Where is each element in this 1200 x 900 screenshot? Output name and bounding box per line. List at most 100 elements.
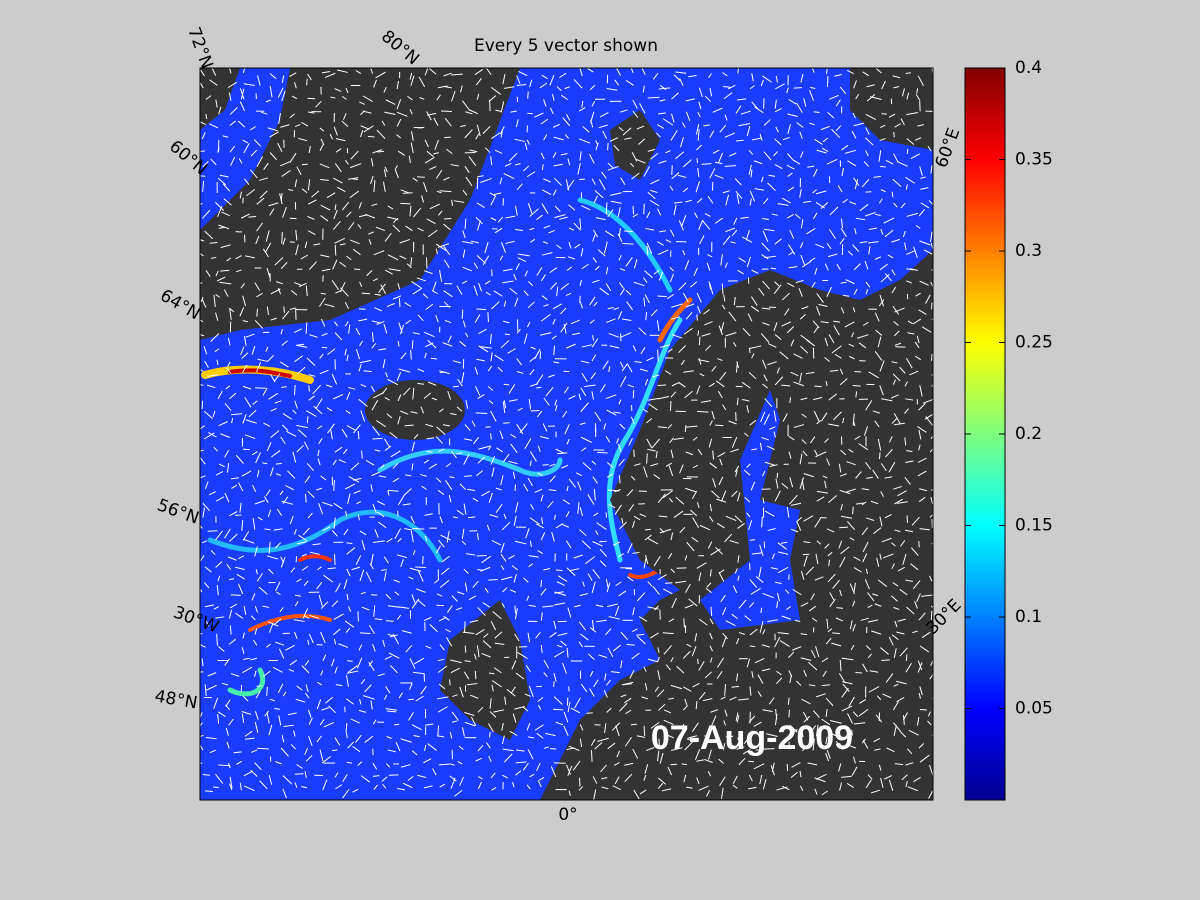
vector <box>599 384 606 393</box>
vector <box>530 346 536 350</box>
vector <box>658 515 668 518</box>
vector <box>712 478 717 488</box>
vector <box>560 94 569 101</box>
vector <box>865 289 869 295</box>
vector <box>304 692 310 699</box>
vector <box>241 713 245 723</box>
vector <box>538 777 545 781</box>
vector <box>812 168 818 177</box>
vector <box>834 353 842 359</box>
vector <box>601 171 607 179</box>
vector <box>709 569 712 577</box>
vector <box>308 717 313 725</box>
vector <box>751 353 755 359</box>
vector <box>632 345 637 352</box>
vector <box>449 763 455 766</box>
vector <box>251 345 256 355</box>
vector <box>202 209 211 219</box>
vector <box>338 459 347 464</box>
vector <box>526 171 536 178</box>
vector <box>353 490 361 494</box>
vector <box>699 235 705 245</box>
vector <box>399 238 411 244</box>
vector <box>751 137 762 141</box>
vector <box>601 786 609 790</box>
vector <box>751 552 763 555</box>
vector <box>787 172 793 177</box>
vector <box>409 658 416 669</box>
vector <box>835 617 843 622</box>
vector <box>280 124 290 128</box>
vector <box>698 618 708 626</box>
vector <box>792 646 802 651</box>
vector <box>821 684 830 687</box>
vector <box>857 334 869 339</box>
vector <box>619 282 625 289</box>
vector <box>577 481 582 491</box>
vector <box>836 607 844 609</box>
vector <box>383 556 389 564</box>
vector <box>394 528 402 539</box>
vector <box>495 109 502 112</box>
vector <box>709 283 714 295</box>
vector <box>364 684 372 693</box>
vector <box>723 720 726 726</box>
vector <box>229 120 236 126</box>
vector <box>724 709 728 717</box>
vector <box>306 462 315 471</box>
vector <box>774 281 780 287</box>
vector <box>884 514 892 519</box>
vector <box>825 736 828 745</box>
vector <box>581 263 589 270</box>
vector <box>751 73 754 82</box>
vector <box>202 774 210 776</box>
vector <box>833 325 840 336</box>
vector <box>428 463 438 470</box>
vector <box>334 88 342 92</box>
vector <box>233 751 242 754</box>
vector <box>495 487 502 491</box>
vector <box>412 387 415 400</box>
vector <box>514 540 527 545</box>
vector <box>685 487 697 493</box>
vector <box>549 75 555 86</box>
vector <box>435 477 442 483</box>
colorbar-tick-label: 0.2 <box>1015 424 1042 444</box>
vector <box>708 281 712 290</box>
vector <box>333 479 335 491</box>
vector <box>265 489 271 497</box>
vector <box>335 148 342 153</box>
vector <box>634 463 641 466</box>
vector <box>509 730 518 737</box>
vector <box>853 582 856 593</box>
vector <box>919 385 923 397</box>
vector <box>433 117 439 126</box>
vector <box>758 287 765 296</box>
vector <box>913 246 918 259</box>
vector <box>788 251 794 256</box>
vector <box>767 528 776 532</box>
vector <box>704 95 712 102</box>
vector <box>382 639 386 647</box>
vector <box>280 328 283 335</box>
vector <box>749 579 758 588</box>
vector <box>243 539 255 544</box>
vector <box>354 268 361 271</box>
vector <box>799 453 803 465</box>
vector <box>475 216 483 225</box>
vector <box>866 476 873 479</box>
vector <box>775 75 778 83</box>
vector <box>692 682 700 688</box>
vector <box>707 254 713 258</box>
vector <box>213 606 219 610</box>
vector <box>204 604 215 608</box>
vector <box>874 420 880 428</box>
vector <box>200 425 205 430</box>
vector <box>893 202 898 208</box>
vector <box>435 315 439 323</box>
vector <box>239 782 242 791</box>
graticule-label: 80°N <box>377 27 423 70</box>
vector <box>872 410 880 414</box>
vector <box>801 306 809 310</box>
vector <box>347 660 353 662</box>
